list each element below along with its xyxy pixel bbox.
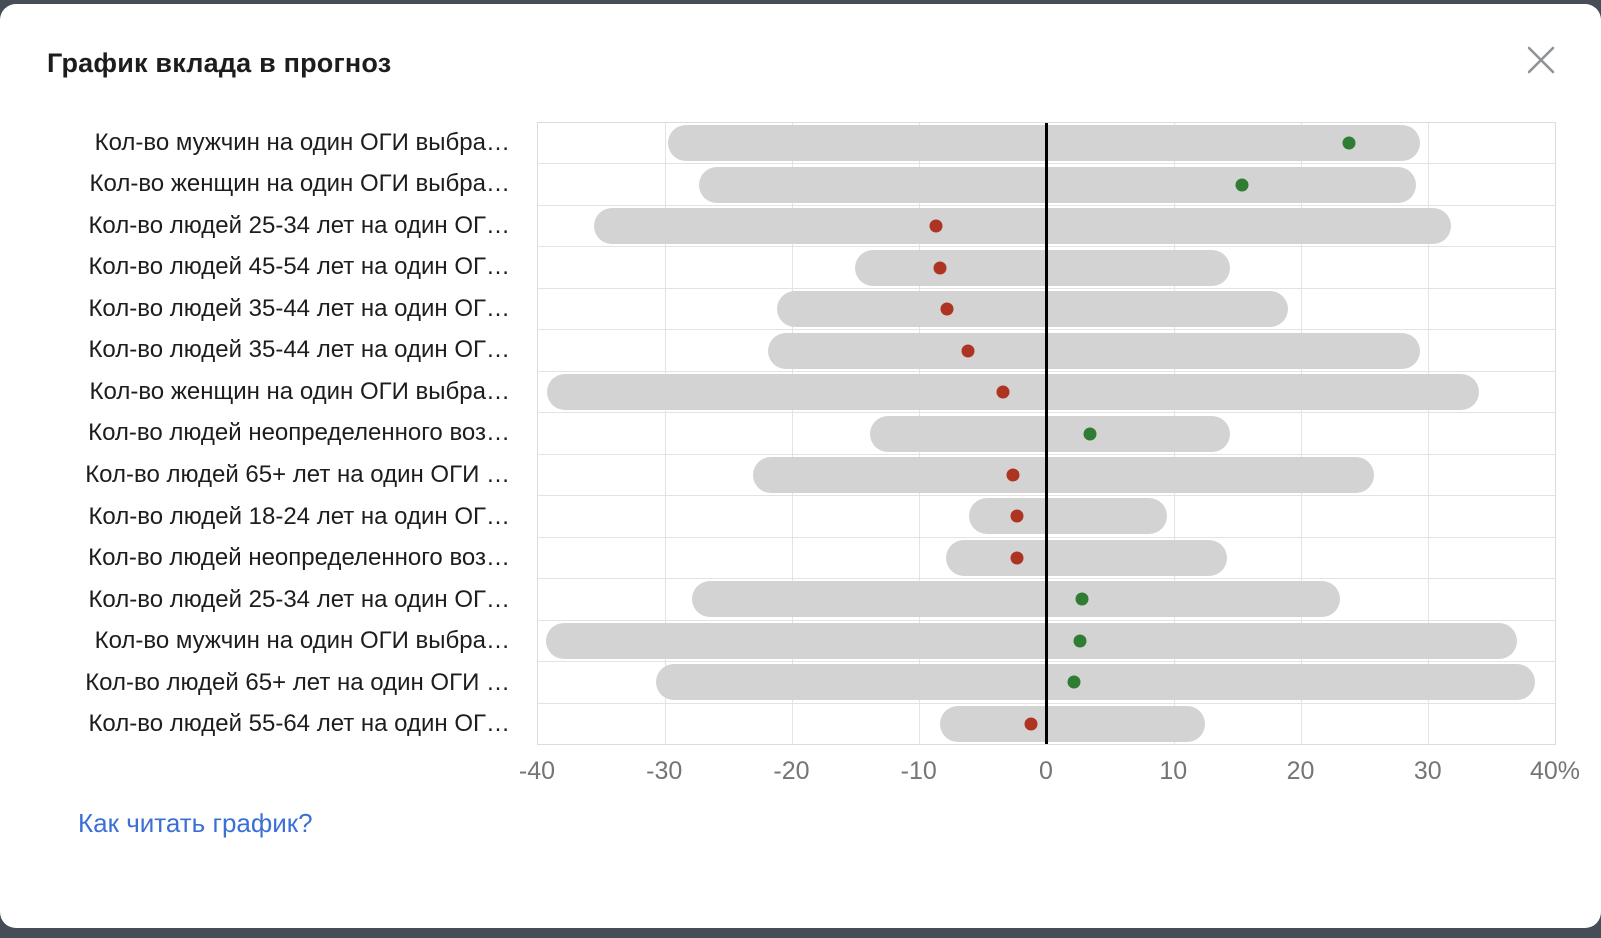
contribution-forecast-modal: График вклада в прогноз Кол-во мужчин на… bbox=[0, 4, 1601, 928]
row-track bbox=[538, 164, 1555, 206]
gridline bbox=[665, 123, 667, 744]
plot-area bbox=[537, 122, 1556, 745]
range-bar bbox=[546, 374, 1479, 411]
row-label: Кол-во людей 25-34 лет на один ОГ… bbox=[88, 211, 510, 239]
row-track bbox=[538, 579, 1555, 621]
value-dot bbox=[961, 344, 975, 358]
gridline bbox=[1427, 123, 1429, 744]
axis-tick-label: 30 bbox=[1413, 757, 1442, 785]
value-dot bbox=[1083, 427, 1097, 441]
row-label: Кол-во людей 25-34 лет на один ОГ… bbox=[88, 585, 510, 613]
how-to-read-chart-link[interactable]: Как читать график? bbox=[78, 808, 313, 838]
value-dot bbox=[929, 219, 943, 233]
close-icon bbox=[1527, 46, 1555, 74]
row-label: Кол-во мужчин на один ОГИ выбра… bbox=[94, 627, 510, 655]
row-track bbox=[538, 662, 1555, 704]
value-dot bbox=[1075, 592, 1089, 606]
modal-title: График вклада в прогноз bbox=[47, 48, 392, 78]
gridline bbox=[792, 123, 794, 744]
value-dot bbox=[940, 302, 954, 316]
value-dot bbox=[1010, 551, 1024, 565]
range-bar bbox=[768, 332, 1421, 369]
row-track bbox=[538, 621, 1555, 663]
row-track bbox=[538, 704, 1555, 744]
row-label: Кол-во людей 65+ лет на один ОГИ … bbox=[85, 461, 510, 489]
range-bar bbox=[946, 539, 1227, 576]
value-dot bbox=[1010, 509, 1024, 523]
row-label: Кол-во людей неопределенного воз… bbox=[88, 544, 510, 572]
value-dot bbox=[1342, 136, 1356, 150]
row-label: Кол-во женщин на один ОГИ выбра… bbox=[89, 377, 510, 405]
row-label: Кол-во людей 45-54 лет на один ОГ… bbox=[88, 253, 510, 281]
range-bar bbox=[968, 498, 1168, 535]
row-label: Кол-во людей 18-24 лет на один ОГ… bbox=[88, 502, 510, 530]
range-bar bbox=[854, 249, 1230, 286]
axis-tick-label: 20 bbox=[1286, 757, 1315, 785]
row-label: Кол-во людей неопределенного воз… bbox=[88, 419, 510, 447]
value-dot bbox=[1235, 178, 1249, 192]
row-track bbox=[538, 206, 1555, 248]
axis-tick-label: -20 bbox=[773, 757, 810, 785]
axis-tick-label: 10 bbox=[1159, 757, 1188, 785]
close-button[interactable] bbox=[1519, 38, 1563, 82]
value-dot bbox=[933, 261, 947, 275]
row-track bbox=[538, 289, 1555, 331]
range-bar bbox=[593, 208, 1451, 245]
range-bar bbox=[691, 581, 1341, 618]
row-label: Кол-во женщин на один ОГИ выбра… bbox=[89, 170, 510, 198]
value-dot bbox=[1067, 675, 1081, 689]
range-bar bbox=[776, 291, 1289, 328]
range-bar bbox=[545, 622, 1517, 659]
value-dot bbox=[1073, 634, 1087, 648]
row-track bbox=[538, 247, 1555, 289]
axis-tick-label: 40% bbox=[1529, 757, 1581, 785]
axis-tick-label: -40 bbox=[518, 757, 556, 785]
row-label: Кол-во людей 65+ лет на один ОГИ … bbox=[85, 668, 510, 696]
range-bar bbox=[699, 166, 1417, 203]
range-bar bbox=[656, 664, 1535, 701]
x-axis: -40 -30 -20 -10 0 10 20 30 40% bbox=[519, 749, 1580, 793]
row-label: Кол-во мужчин на один ОГИ выбра… bbox=[94, 128, 510, 156]
axis-tick-label: 0 bbox=[1039, 757, 1053, 785]
value-dot bbox=[1006, 468, 1020, 482]
gridline bbox=[1300, 123, 1302, 744]
row-label: Кол-во людей 55-64 лет на один ОГ… bbox=[88, 710, 510, 738]
range-bar bbox=[752, 456, 1375, 493]
range-bar bbox=[667, 125, 1421, 162]
value-dot bbox=[1024, 717, 1038, 731]
row-label: Кол-во людей 35-44 лет на один ОГ… bbox=[88, 294, 510, 322]
category-label-column: Кол-во мужчин на один ОГИ выбра… Кол-во ж… bbox=[0, 122, 537, 745]
axis-tick-label: -30 bbox=[646, 757, 683, 785]
zero-baseline bbox=[1045, 123, 1048, 744]
range-bar bbox=[939, 705, 1206, 742]
range-bar bbox=[869, 415, 1230, 452]
axis-tick-label: -10 bbox=[900, 757, 937, 785]
contribution-chart: Кол-во мужчин на один ОГИ выбра… Кол-во ж… bbox=[0, 122, 1556, 745]
value-dot bbox=[996, 385, 1010, 399]
row-label: Кол-во людей 35-44 лет на один ОГ… bbox=[88, 336, 510, 364]
